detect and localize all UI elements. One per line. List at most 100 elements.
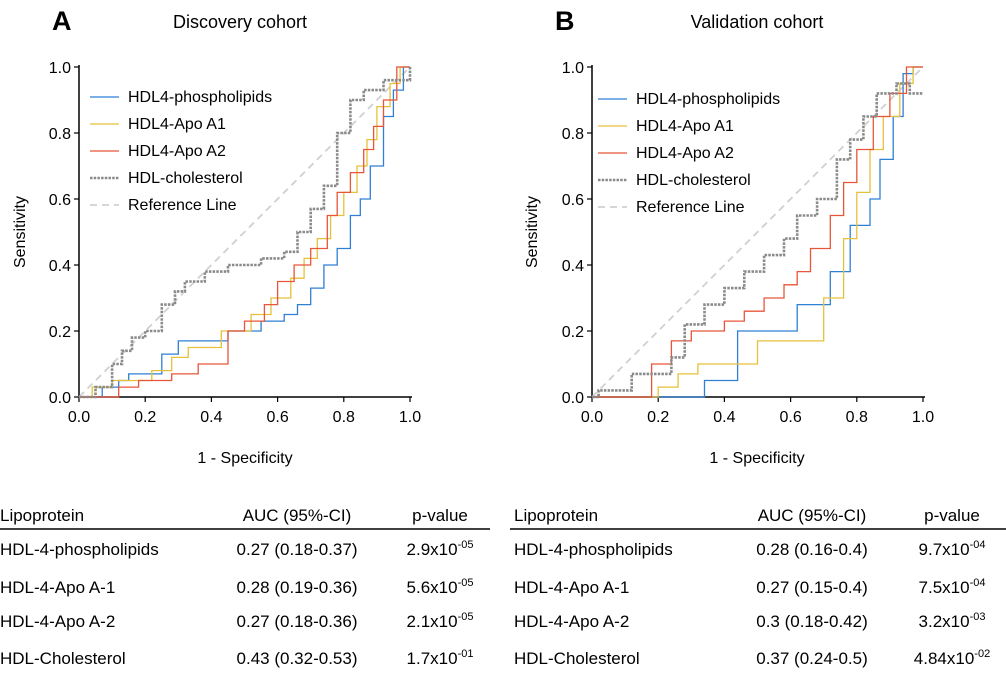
table-cell-auc: 0.27 (0.18-0.36) — [237, 612, 358, 631]
y-axis-label: Sensitivity — [524, 196, 541, 268]
x-axis-label: 1 - Specificity — [197, 450, 292, 467]
table-cell-lipoprotein: HDL-4-Apo A-1 — [0, 578, 115, 597]
table-cell-auc: 0.28 (0.16-0.4) — [756, 540, 868, 559]
table-row: HDL-4-Apo A-1 0.27 (0.15-0.4) 7.5x10-04 — [514, 577, 985, 597]
x-axis-label: 1 - Specificity — [709, 450, 804, 467]
table-cell-auc: 0.27 (0.18-0.37) — [237, 540, 358, 559]
auc-table: Lipoprotein AUC (95%-CI) p-value HDL-4-phos… — [510, 506, 1006, 668]
table-row: HDL-4-phospholipids 0.27 (0.18-0.37) 2.9x1… — [0, 539, 473, 559]
y-tick-label: 0.0 — [49, 390, 71, 407]
y-tick-label: 0.8 — [562, 126, 584, 143]
table-cell-auc: 0.37 (0.24-0.5) — [756, 649, 868, 668]
table-row: HDL-Cholesterol 0.43 (0.32-0.53) 1.7x10-01 — [0, 648, 473, 668]
legend-label: HDL4-Apo A2 — [636, 145, 734, 162]
table-cell-p-value: 5.6x10-05 — [407, 577, 474, 597]
legend: HDL4-phospholipids HDL4-Apo A1 HDL4-Apo A2… — [598, 91, 780, 216]
series-line-hdl-cholesterol — [592, 82, 923, 399]
y-tick-label: 1.0 — [562, 60, 584, 77]
legend-label: HDL4-phospholipids — [128, 89, 272, 106]
table-cell-auc: 0.28 (0.19-0.36) — [237, 578, 358, 597]
x-tick-label: 1.0 — [399, 409, 421, 426]
x-tick-label: 0.4 — [200, 409, 222, 426]
y-tick-label: 0.4 — [49, 258, 71, 275]
series-line-hdl-cholesterol — [79, 67, 412, 399]
table-cell-p-value: 7.5x10-04 — [919, 577, 986, 597]
y-tick-label: 1.0 — [49, 60, 71, 77]
table-row: HDL-4-Apo A-2 0.3 (0.18-0.42) 3.2x10-03 — [514, 611, 985, 631]
table-header-p-value: p-value — [924, 506, 980, 525]
x-tick-label: 0.6 — [266, 409, 288, 426]
chart-title: Validation cohort — [691, 12, 824, 32]
y-tick-label: 0.4 — [562, 258, 584, 275]
table-row: HDL-Cholesterol 0.37 (0.24-0.5) 4.84x10-02 — [514, 648, 990, 668]
table-cell-lipoprotein: HDL-4-phospholipids — [514, 540, 673, 559]
table-cell-p-value: 4.84x10-02 — [914, 648, 990, 668]
x-tick-label: 0.8 — [846, 409, 868, 426]
table-header-lipoprotein: Lipoprotein — [514, 506, 598, 525]
table-cell-lipoprotein: HDL-4-Apo A-2 — [514, 612, 629, 631]
x-tick-label: 1.0 — [912, 409, 934, 426]
legend-label: Reference Line — [636, 199, 745, 216]
table-cell-p-value: 3.2x10-03 — [919, 611, 986, 631]
legend-label: Reference Line — [128, 197, 237, 214]
y-tick-label: 0.2 — [49, 324, 71, 341]
p-value-exponent: -04 — [970, 577, 986, 589]
p-value-base: 3.2x10 — [919, 612, 970, 631]
series-line-hdl4-phospholipids — [79, 66, 410, 398]
table-cell-lipoprotein: HDL-4-phospholipids — [0, 540, 159, 559]
legend: HDL4-phospholipids HDL4-Apo A1 HDL4-Apo A2… — [90, 89, 272, 214]
table-cell-lipoprotein: HDL-4-Apo A-2 — [0, 612, 115, 631]
x-tick-label: 0.4 — [713, 409, 735, 426]
y-tick-label: 0.6 — [49, 192, 71, 209]
series-line-hdl4-apo-a1 — [79, 66, 410, 398]
table-header-auc: AUC (95%-CI) — [758, 506, 867, 525]
series-line-reference-line — [78, 66, 411, 398]
x-tick-label: 0.2 — [647, 409, 669, 426]
y-tick-label: 0.6 — [562, 192, 584, 209]
roc-panel-a: A Discovery cohort 0.0 0.2 0.4 0.6 0.8 1.0 0.0 0.… — [12, 6, 421, 467]
x-tick-label: 0.6 — [779, 409, 801, 426]
legend-label: HDL4-Apo A1 — [636, 118, 734, 135]
p-value-base: 1.7x10 — [407, 649, 458, 668]
p-value-base: 5.6x10 — [407, 578, 458, 597]
panel-letter: B — [555, 6, 575, 36]
table-cell-p-value: 2.9x10-05 — [407, 539, 474, 559]
roc-panel-b: B Validation cohort 0.0 0.2 0.4 0.6 0.8 1.0 0.0 0… — [524, 6, 934, 467]
p-value-exponent: -01 — [458, 648, 474, 660]
table-header-lipoprotein: Lipoprotein — [0, 506, 84, 525]
table-cell-p-value: 9.7x10-04 — [919, 539, 986, 559]
y-tick-label: 0.0 — [562, 390, 584, 407]
series-line-hdl4-phospholipids — [592, 66, 923, 398]
p-value-exponent: -03 — [970, 611, 986, 623]
x-tick-label: 0.0 — [68, 409, 90, 426]
legend-label: HDL-cholesterol — [636, 172, 751, 189]
series-line-hdl4-apo-a2 — [79, 66, 410, 398]
p-value-base: 2.9x10 — [407, 540, 458, 559]
legend-label: HDL-cholesterol — [128, 170, 243, 187]
y-tick-label: 0.2 — [562, 324, 584, 341]
table-cell-lipoprotein: HDL-Cholesterol — [514, 649, 640, 668]
p-value-exponent: -05 — [458, 539, 474, 551]
p-value-exponent: -02 — [974, 648, 990, 660]
table-cell-lipoprotein: HDL-4-Apo A-1 — [514, 578, 629, 597]
table-cell-lipoprotein: HDL-Cholesterol — [0, 649, 126, 668]
table-row: HDL-4-Apo A-2 0.27 (0.18-0.36) 2.1x10-05 — [0, 611, 473, 631]
p-value-exponent: -04 — [970, 539, 986, 551]
x-tick-label: 0.2 — [134, 409, 156, 426]
legend-label: HDL4-Apo A1 — [128, 116, 226, 133]
p-value-base: 9.7x10 — [919, 540, 970, 559]
p-value-exponent: -05 — [458, 577, 474, 589]
x-tick-label: 0.8 — [333, 409, 355, 426]
table-cell-auc: 0.43 (0.32-0.53) — [237, 649, 358, 668]
panel-letter: A — [52, 6, 72, 36]
auc-table: Lipoprotein AUC (95%-CI) p-value HDL-4-phos… — [0, 506, 490, 668]
table-cell-p-value: 2.1x10-05 — [407, 611, 474, 631]
series-line-hdl4-apo-a2 — [592, 66, 923, 398]
table-row: HDL-4-phospholipids 0.28 (0.16-0.4) 9.7x10… — [514, 539, 985, 559]
table-cell-p-value: 1.7x10-01 — [407, 648, 474, 668]
table-header-p-value: p-value — [412, 506, 468, 525]
table-header-auc: AUC (95%-CI) — [243, 506, 352, 525]
chart-title: Discovery cohort — [173, 12, 307, 32]
legend-label: HDL4-Apo A2 — [128, 143, 226, 160]
